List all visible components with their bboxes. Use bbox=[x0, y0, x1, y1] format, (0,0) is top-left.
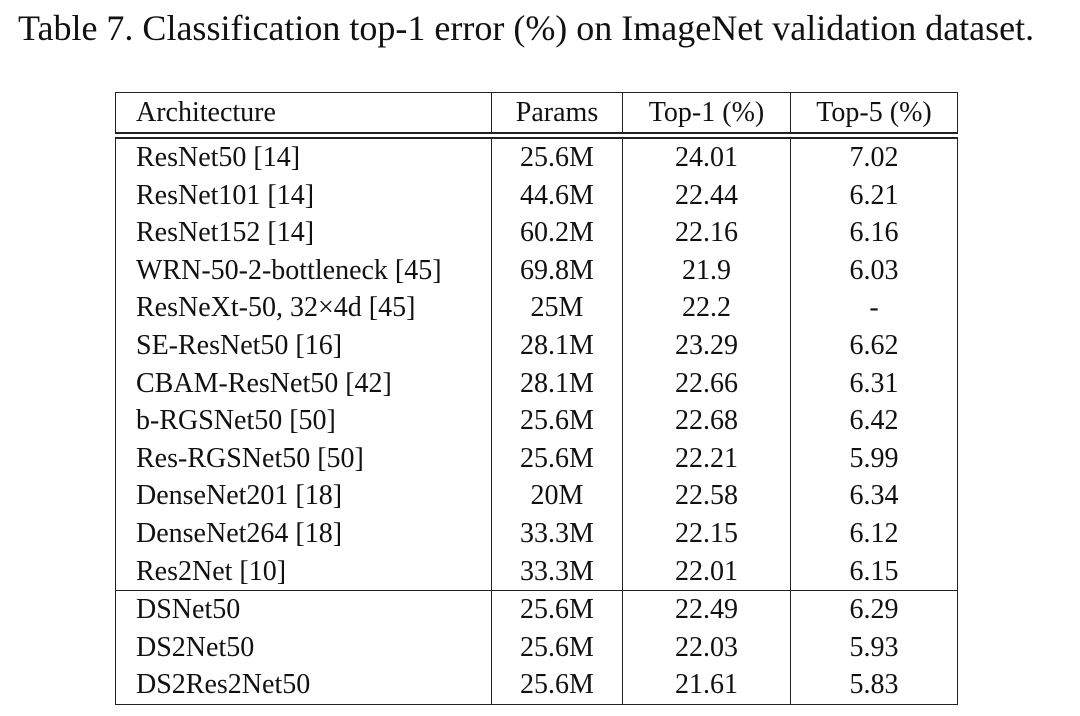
table-cell: b-RGSNet50 [50] bbox=[115, 402, 492, 440]
table-cell: 44.6M bbox=[491, 176, 623, 215]
table-cell: 6.03 bbox=[790, 251, 958, 290]
table-cell: ResNeXt-50, 32×4d [45] bbox=[115, 289, 492, 327]
table-row: DenseNet201 [18] 20M 22.58 6.34 bbox=[115, 477, 958, 515]
table-cell: 22.21 bbox=[622, 439, 791, 478]
table-row: WRN-50-2-bottleneck [45] 69.8M 21.9 6.03 bbox=[115, 251, 958, 290]
header-cell: Architecture bbox=[115, 92, 492, 139]
table-cell: 28.1M bbox=[491, 364, 623, 403]
table-cell: 5.83 bbox=[790, 666, 958, 705]
table-row: ResNet101 [14] 44.6M 22.44 6.21 bbox=[115, 176, 958, 215]
table-row: Res-RGSNet50 [50] 25.6M 22.21 5.99 bbox=[115, 439, 958, 478]
table-cell: 22.66 bbox=[622, 364, 791, 403]
table-cell: 7.02 bbox=[790, 135, 958, 177]
table-cell: 25.6M bbox=[491, 666, 623, 705]
header-cell: Top-5 (%) bbox=[790, 92, 958, 139]
table-cell: 6.15 bbox=[790, 552, 958, 591]
header-cell: Top-1 (%) bbox=[622, 92, 791, 139]
table-row: DS2Res2Net50 25.6M 21.61 5.83 bbox=[115, 666, 958, 705]
table-cell: 22.2 bbox=[622, 289, 791, 327]
table-cell: 25.6M bbox=[491, 628, 623, 667]
table-cell: ResNet101 [14] bbox=[115, 176, 492, 215]
table-cell: 22.03 bbox=[622, 628, 791, 667]
table-row: DS2Net50 25.6M 22.03 5.93 bbox=[115, 628, 958, 667]
table-cell: 60.2M bbox=[491, 214, 623, 252]
table-row: b-RGSNet50 [50] 25.6M 22.68 6.42 bbox=[115, 402, 958, 440]
table-cell: 25.6M bbox=[491, 402, 623, 440]
table-cell: 6.34 bbox=[790, 477, 958, 515]
table-row: DSNet50 25.6M 22.49 6.29 bbox=[115, 590, 958, 629]
table-row: ResNet152 [14] 60.2M 22.16 6.16 bbox=[115, 214, 958, 252]
table-cell: ResNet152 [14] bbox=[115, 214, 492, 252]
table-cell: ResNet50 [14] bbox=[115, 135, 492, 177]
table-cell: CBAM-ResNet50 [42] bbox=[115, 364, 492, 403]
table-cell: 22.68 bbox=[622, 402, 791, 440]
table-cell: DSNet50 bbox=[115, 590, 492, 629]
table-cell: 22.58 bbox=[622, 477, 791, 515]
table-cell: 20M bbox=[491, 477, 623, 515]
table-cell: 33.3M bbox=[491, 514, 623, 553]
table-cell: 22.01 bbox=[622, 552, 791, 591]
table-cell: 69.8M bbox=[491, 251, 623, 290]
table-cell: 6.12 bbox=[790, 514, 958, 553]
results-table: Architecture Params Top-1 (%) Top-5 (%) ResN… bbox=[115, 92, 958, 705]
table-row: Architecture Params Top-1 (%) Top-5 (%) bbox=[115, 92, 958, 139]
table-cell: 22.15 bbox=[622, 514, 791, 553]
table-cell: 22.16 bbox=[622, 214, 791, 252]
table-row: Res2Net [10] 33.3M 22.01 6.15 bbox=[115, 552, 958, 591]
table-cell: 6.29 bbox=[790, 590, 958, 629]
table-row: SE-ResNet50 [16] 28.1M 23.29 6.62 bbox=[115, 326, 958, 365]
table-cell: DenseNet264 [18] bbox=[115, 514, 492, 553]
table-cell: WRN-50-2-bottleneck [45] bbox=[115, 251, 492, 290]
table-cell: 25.6M bbox=[491, 135, 623, 177]
table-cell: SE-ResNet50 [16] bbox=[115, 326, 492, 365]
table-cell: 6.42 bbox=[790, 402, 958, 440]
header-cell: Params bbox=[491, 92, 623, 139]
table-cell: - bbox=[790, 289, 958, 327]
table-cell: DenseNet201 [18] bbox=[115, 477, 492, 515]
table-cell: 25M bbox=[491, 289, 623, 327]
table-row: ResNeXt-50, 32×4d [45] 25M 22.2- bbox=[115, 289, 958, 327]
table-cell: 6.31 bbox=[790, 364, 958, 403]
table-cell: 6.16 bbox=[790, 214, 958, 252]
table-cell: 6.21 bbox=[790, 176, 958, 215]
table-cell: 5.93 bbox=[790, 628, 958, 667]
table-cell: 6.62 bbox=[790, 326, 958, 365]
table-cell: DS2Res2Net50 bbox=[115, 666, 492, 705]
table-row: ResNet50 [14] 25.6M 24.01 7.02 bbox=[115, 135, 958, 177]
table-cell: 21.9 bbox=[622, 251, 791, 290]
table-row: CBAM-ResNet50 [42] 28.1M 22.66 6.31 bbox=[115, 364, 958, 403]
table-cell: 22.49 bbox=[622, 590, 791, 629]
table-cell: 22.44 bbox=[622, 176, 791, 215]
table-cell: 25.6M bbox=[491, 590, 623, 629]
table-caption: Table 7. Classification top-1 error (%) … bbox=[18, 8, 1035, 48]
table-cell: 21.61 bbox=[622, 666, 791, 705]
table-row: DenseNet264 [18] 33.3M 22.15 6.12 bbox=[115, 514, 958, 553]
table-cell: Res2Net [10] bbox=[115, 552, 492, 591]
table-cell: 28.1M bbox=[491, 326, 623, 365]
table-cell: Res-RGSNet50 [50] bbox=[115, 439, 492, 478]
table-cell: 23.29 bbox=[622, 326, 791, 365]
table-cell: 24.01 bbox=[622, 135, 791, 177]
table-cell: 25.6M bbox=[491, 439, 623, 478]
table-cell: 5.99 bbox=[790, 439, 958, 478]
table-cell: DS2Net50 bbox=[115, 628, 492, 667]
table-cell: 33.3M bbox=[491, 552, 623, 591]
